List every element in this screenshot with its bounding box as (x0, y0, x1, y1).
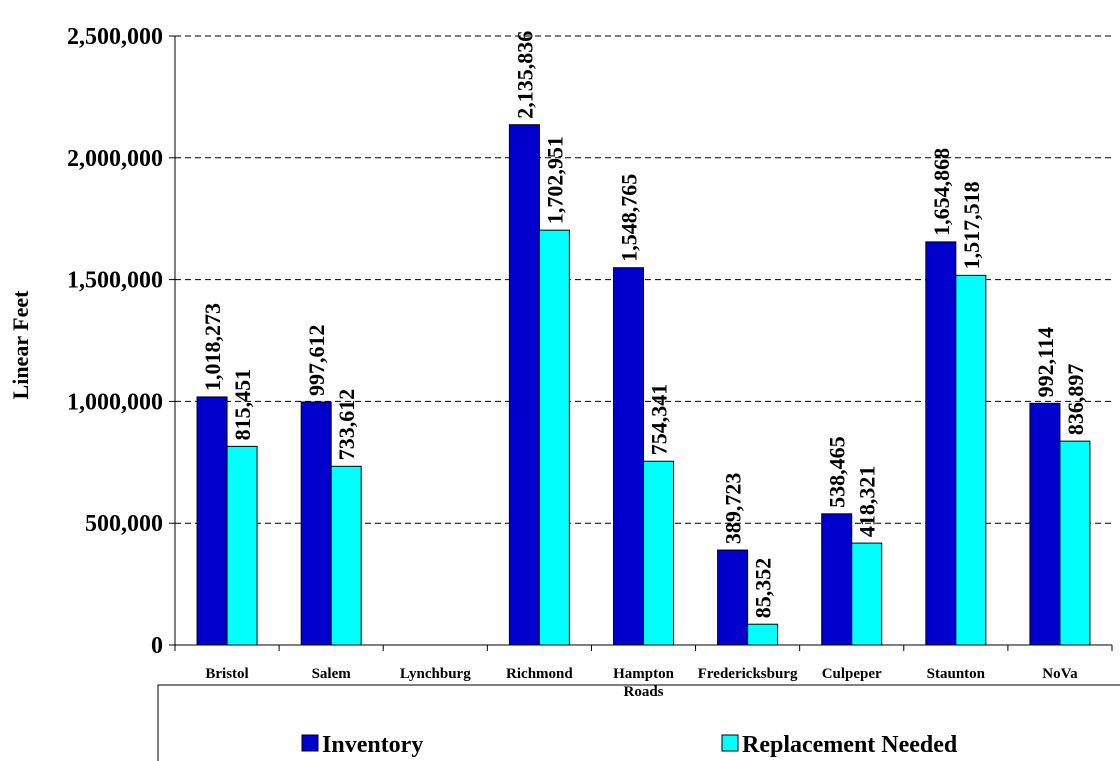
legend-frame (157, 684, 1120, 761)
data-label: 992,114 (1033, 327, 1058, 397)
y-tick-label: 1,500,000 (67, 268, 163, 294)
x-category-label-line: Salem (312, 666, 352, 682)
data-label: 815,451 (230, 369, 255, 441)
data-label: 1,702,951 (542, 136, 567, 224)
bar-inventory (1029, 402, 1061, 646)
data-label: 538,465 (825, 436, 850, 508)
legend-label: Replacement Needed (742, 732, 958, 758)
bar-replacement-needed (226, 445, 258, 646)
bar-inventory (300, 401, 332, 646)
bar-replacement-needed (851, 542, 883, 646)
bar-inventory (613, 267, 644, 646)
bar-replacement-needed (330, 465, 362, 646)
y-tick-label: 2,500,000 (67, 24, 163, 50)
x-category-label: Richmond (506, 666, 573, 682)
data-label: 389,723 (721, 473, 746, 545)
bar-replacement-needed (538, 229, 570, 646)
x-category-label-line: Staunton (927, 666, 986, 682)
x-category-label: Salem (312, 666, 352, 682)
bar-inventory (508, 124, 540, 646)
bar-inventory (925, 241, 957, 646)
x-category-label-line: Culpeper (822, 666, 882, 682)
data-label: 997,612 (304, 324, 329, 396)
y-tick-label: 2,000,000 (67, 146, 163, 172)
x-category-label: Culpeper (822, 666, 882, 682)
data-label: 1,548,765 (617, 174, 642, 262)
data-label: 1,517,518 (959, 181, 984, 269)
x-category-label: Hampton Roads (613, 666, 675, 700)
x-category-label: Fredericksburg (698, 666, 798, 682)
x-category-labels: Bristol Salem Lynchburg Richmond Hampton Road… (205, 666, 1078, 700)
data-label: 733,612 (334, 389, 359, 461)
bars (196, 124, 1091, 646)
x-category-label-line: Bristol (205, 666, 248, 682)
y-tick-label: 1,000,000 (67, 389, 163, 415)
data-labels: 1,018,273 997,612 2,135,836 1,548,765 389,72… (200, 31, 1088, 618)
bar-inventory (717, 549, 749, 646)
data-label: 2,135,836 (512, 31, 537, 119)
x-category-label: Bristol (205, 666, 248, 682)
legend: Inventory Replacement Needed (157, 684, 1120, 761)
bar-inventory (821, 513, 853, 646)
data-label: 836,897 (1063, 364, 1088, 436)
bar-replacement-needed (747, 623, 779, 646)
x-category-label-line: Roads (623, 684, 663, 700)
data-label: 1,018,273 (200, 303, 225, 391)
bar-replacement-needed (955, 274, 987, 646)
data-label: 1,654,868 (929, 148, 954, 236)
legend-label: Inventory (322, 732, 423, 758)
x-category-label: NoVa (1042, 666, 1078, 682)
x-category-label: Staunton (927, 666, 986, 682)
bar-replacement-needed (643, 460, 674, 646)
data-label: 418,321 (855, 466, 880, 538)
x-category-label-line: NoVa (1042, 666, 1078, 682)
y-tick-label: 500,000 (85, 511, 163, 537)
x-category-label-line: Richmond (506, 666, 573, 682)
legend-swatch (301, 734, 319, 752)
data-label: 85,352 (751, 558, 776, 619)
x-category-label-line: Lynchburg (400, 666, 471, 682)
x-category-label-line: Fredericksburg (698, 666, 798, 682)
y-tick-label: 0 (151, 633, 163, 659)
x-category-label-line: Hampton (613, 666, 675, 682)
axes (169, 35, 1113, 651)
y-tick-labels: 0 500,000 1,000,000 1,500,000 2,000,000 2,500… (67, 24, 163, 659)
bar-inventory (196, 396, 228, 646)
bar-replacement-needed (1059, 440, 1091, 646)
x-category-label: Lynchburg (400, 666, 471, 682)
legend-swatch (721, 734, 739, 752)
y-axis-title: Linear Feet (8, 290, 33, 400)
data-label: 754,341 (647, 384, 672, 456)
